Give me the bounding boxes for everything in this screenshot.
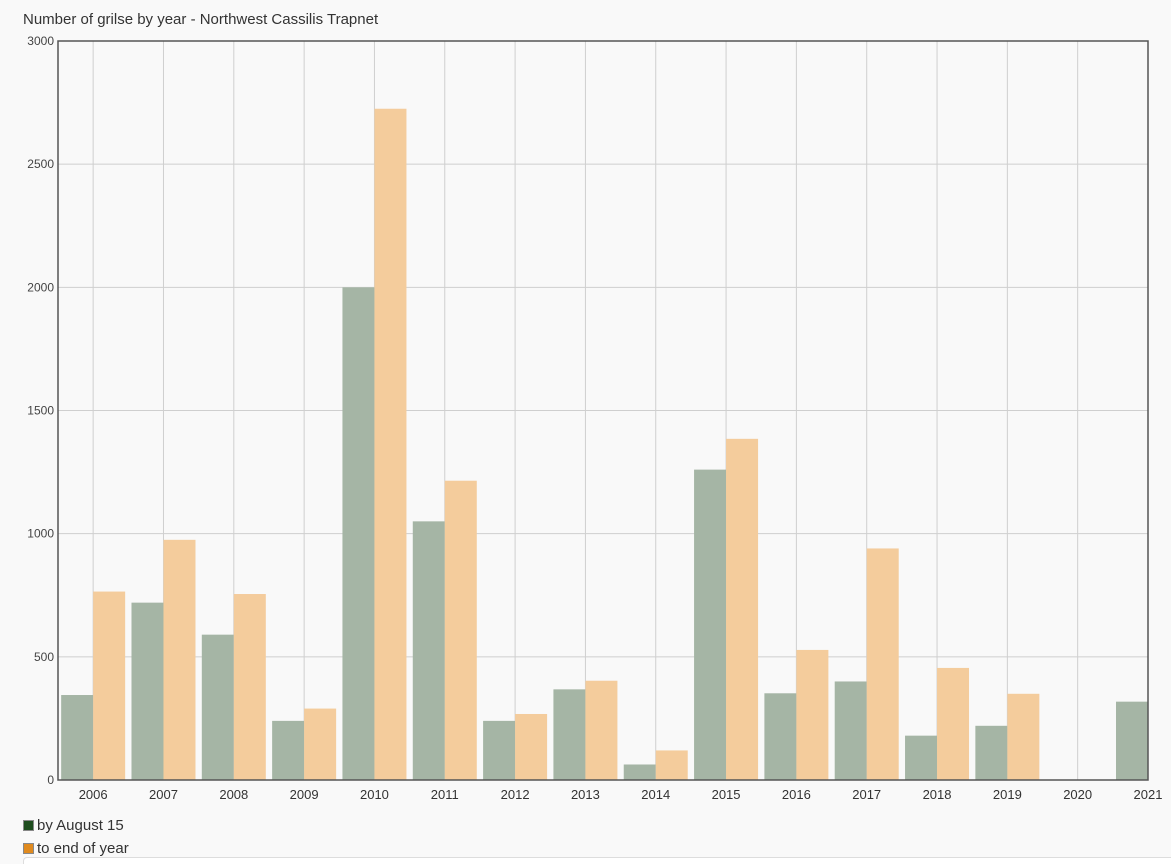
bar-to-end-of-year	[655, 750, 688, 780]
bar-by-august-15	[1116, 701, 1148, 780]
x-tick-label: 2018	[923, 787, 952, 802]
bar-to-end-of-year	[444, 480, 477, 780]
x-tick-label: 2006	[79, 787, 108, 802]
legend: by August 15 to end of year	[23, 814, 129, 860]
y-tick-label: 0	[47, 773, 54, 787]
plot-border	[57, 40, 1149, 781]
legend-label: by August 15	[37, 817, 124, 834]
bar-chart: 0 500 1000 1500 2000 2500 3000 2006 2007 2008 2009…	[27, 34, 1163, 802]
y-tick-label: 3000	[27, 34, 54, 48]
bar-by-august-15	[412, 521, 445, 780]
y-tick-label: 1500	[27, 404, 54, 418]
x-tick-label: 2013	[571, 787, 600, 802]
bar-to-end-of-year	[515, 713, 548, 780]
panel-edge	[23, 857, 1171, 864]
bar-to-end-of-year	[796, 649, 829, 780]
bar-by-august-15	[201, 634, 234, 780]
bar-to-end-of-year	[1007, 693, 1040, 780]
y-tick-label: 1000	[27, 527, 54, 541]
y-tick-label: 2000	[27, 280, 54, 294]
y-tick-label: 500	[34, 650, 54, 664]
x-tick-label: 2019	[993, 787, 1022, 802]
bar-by-august-15	[61, 695, 94, 780]
x-tick-label: 2015	[712, 787, 741, 802]
x-tick-label: 2010	[360, 787, 389, 802]
bar-to-end-of-year	[163, 539, 196, 780]
bar-by-august-15	[905, 735, 938, 780]
x-tick-label: 2017	[852, 787, 881, 802]
bar-by-august-15	[553, 689, 586, 780]
bar-to-end-of-year	[304, 708, 337, 780]
x-tick-label: 2011	[431, 787, 459, 802]
bar-by-august-15	[483, 720, 516, 780]
bar-to-end-of-year	[93, 591, 126, 780]
bar-to-end-of-year	[374, 108, 407, 780]
x-tick-label: 2016	[782, 787, 811, 802]
y-tick-label: 2500	[27, 157, 54, 171]
bar-by-august-15	[131, 602, 164, 780]
bar-by-august-15	[342, 287, 375, 780]
x-tick-label: 2020	[1063, 787, 1092, 802]
bar-to-end-of-year	[585, 680, 618, 780]
chart-title: Number of grilse by year - Northwest Cas…	[23, 11, 379, 28]
bar-by-august-15	[975, 725, 1008, 780]
legend-item-series-2[interactable]: to end of year	[23, 837, 129, 860]
bar-to-end-of-year	[726, 438, 759, 780]
bar-to-end-of-year	[866, 548, 899, 780]
x-tick-label: 2012	[501, 787, 530, 802]
bar-to-end-of-year	[937, 667, 970, 780]
bar-by-august-15	[623, 764, 656, 780]
x-tick-label: 2014	[641, 787, 670, 802]
legend-label: to end of year	[37, 840, 129, 857]
x-tick-label: 2007	[149, 787, 178, 802]
bar-to-end-of-year	[233, 594, 266, 780]
bar-by-august-15	[272, 720, 305, 780]
legend-swatch	[23, 843, 34, 854]
bar-by-august-15	[764, 693, 797, 780]
x-tick-label: 2008	[219, 787, 248, 802]
x-tick-label: 2021	[1134, 787, 1163, 802]
legend-item-series-1[interactable]: by August 15	[23, 814, 129, 837]
x-tick-label: 2009	[290, 787, 319, 802]
legend-swatch	[23, 820, 34, 831]
bar-by-august-15	[834, 681, 867, 780]
bar-by-august-15	[694, 469, 727, 780]
